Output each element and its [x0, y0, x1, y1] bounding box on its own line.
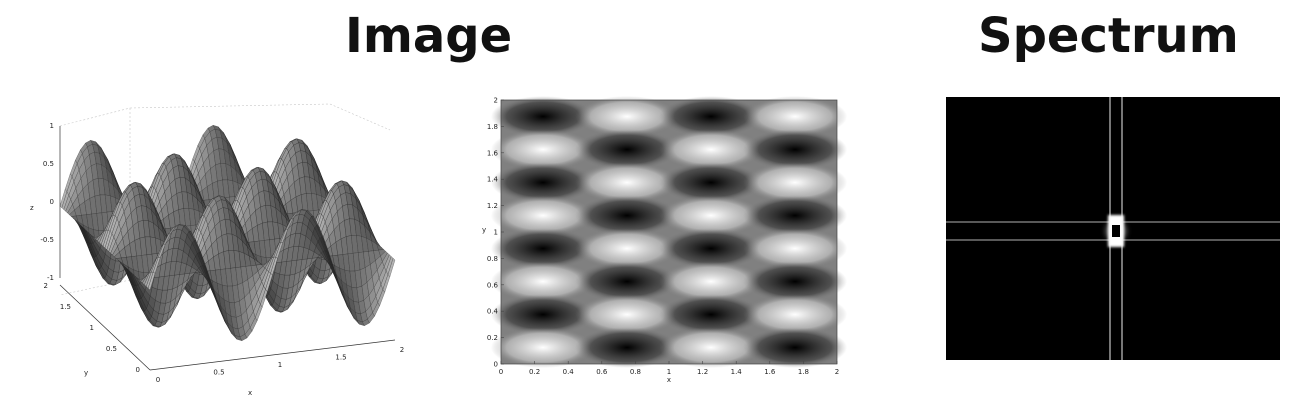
spectrum-lines — [946, 97, 1280, 360]
image-y-label: y — [482, 226, 486, 234]
pattern-peak — [490, 195, 596, 236]
pattern-peak — [490, 129, 596, 170]
image-x-tick: 1.4 — [731, 368, 743, 376]
surface-y-tick: 2 — [44, 282, 48, 290]
surface-x-tick: 0 — [156, 376, 160, 384]
pattern-peak — [490, 261, 596, 302]
image-y-tick: 0.6 — [487, 281, 499, 289]
surface-z-label: z — [30, 204, 34, 212]
image-y-tick: 1.6 — [487, 149, 499, 157]
pattern-trough — [490, 96, 596, 137]
pattern-trough — [574, 327, 680, 368]
surface-x-tick: 0.5 — [213, 369, 224, 377]
spectrum-plot — [946, 97, 1280, 360]
image-x-tick: 1.8 — [798, 368, 809, 376]
image-x-tick: 2 — [835, 368, 839, 376]
surface-z-tick: 0 — [50, 198, 54, 206]
surface-z-tick: 1 — [50, 122, 54, 130]
pattern-peak — [742, 228, 848, 269]
surface-y-tick: 1 — [90, 324, 94, 332]
pattern-trough — [658, 162, 764, 203]
pattern-trough — [490, 228, 596, 269]
pattern-trough — [574, 261, 680, 302]
image-y-tick: 1.2 — [487, 202, 498, 210]
image-y-tick: 0.4 — [487, 308, 499, 316]
surface-y-tick: 0.5 — [106, 345, 117, 353]
image-x-tick: 0.8 — [630, 368, 641, 376]
image-y-tick: 0.8 — [487, 255, 498, 263]
surface-mesh — [59, 125, 396, 341]
surface-x-tick: 2 — [400, 346, 404, 354]
image-x-label: x — [667, 376, 671, 384]
surface-x-label: x — [248, 389, 252, 397]
image-title: Image — [345, 8, 513, 64]
image-x-tick: 0.2 — [529, 368, 540, 376]
pattern-trough — [658, 228, 764, 269]
pattern-peak — [742, 162, 848, 203]
pattern-peak — [658, 261, 764, 302]
pattern-trough — [574, 129, 680, 170]
surface-x-tick: 1.5 — [335, 354, 346, 362]
pattern-peak — [742, 294, 848, 335]
image-y-tick: 0 — [494, 361, 498, 369]
surface-z-tick: -0.5 — [40, 236, 54, 244]
image-plot: 0 0.2 0.4 0.6 0.8 1 1.2 1.4 1.6 1.8 2 0 0.2 0.4 0.6 0.8… — [482, 96, 848, 384]
pattern-trough — [742, 261, 848, 302]
pattern-trough — [658, 294, 764, 335]
pattern-trough — [658, 96, 764, 137]
image-y-tick: 0.2 — [487, 334, 498, 342]
pattern-peak — [658, 327, 764, 368]
image-y-tick: 1 — [494, 229, 498, 237]
surface-y-tick: 0 — [136, 366, 140, 374]
image-x-tick: 1 — [667, 368, 671, 376]
pattern-peak — [574, 96, 680, 137]
surface-z-tick: 0.5 — [43, 160, 54, 168]
pattern-peak — [658, 195, 764, 236]
surface-x-tick: 1 — [278, 361, 282, 369]
pattern-trough — [742, 129, 848, 170]
surface-z-tick: -1 — [47, 274, 54, 282]
pattern-trough — [742, 195, 848, 236]
pattern-trough — [574, 195, 680, 236]
surface-axes — [59, 126, 396, 371]
image-pattern — [490, 96, 848, 368]
image-y-tick: 1.8 — [487, 123, 498, 131]
pattern-trough — [490, 294, 596, 335]
pattern-peak — [574, 228, 680, 269]
image-x-tick: 0.6 — [596, 368, 608, 376]
image-y-tick: 1.4 — [487, 176, 499, 184]
pattern-peak — [658, 129, 764, 170]
image-x-tick: 0.4 — [563, 368, 575, 376]
spectrum-title: Spectrum — [978, 8, 1239, 64]
surface-y-tick: 1.5 — [60, 303, 71, 311]
pattern-peak — [574, 294, 680, 335]
pattern-peak — [742, 96, 848, 137]
image-x-tick: 0 — [499, 368, 503, 376]
surface-y-label: y — [84, 369, 88, 377]
pattern-trough — [742, 327, 848, 368]
image-x-tick: 1.6 — [764, 368, 776, 376]
image-y-tick: 2 — [494, 97, 498, 105]
pattern-peak — [490, 327, 596, 368]
pattern-trough — [490, 162, 596, 203]
image-x-tick: 1.2 — [697, 368, 708, 376]
pattern-peak — [574, 162, 680, 203]
